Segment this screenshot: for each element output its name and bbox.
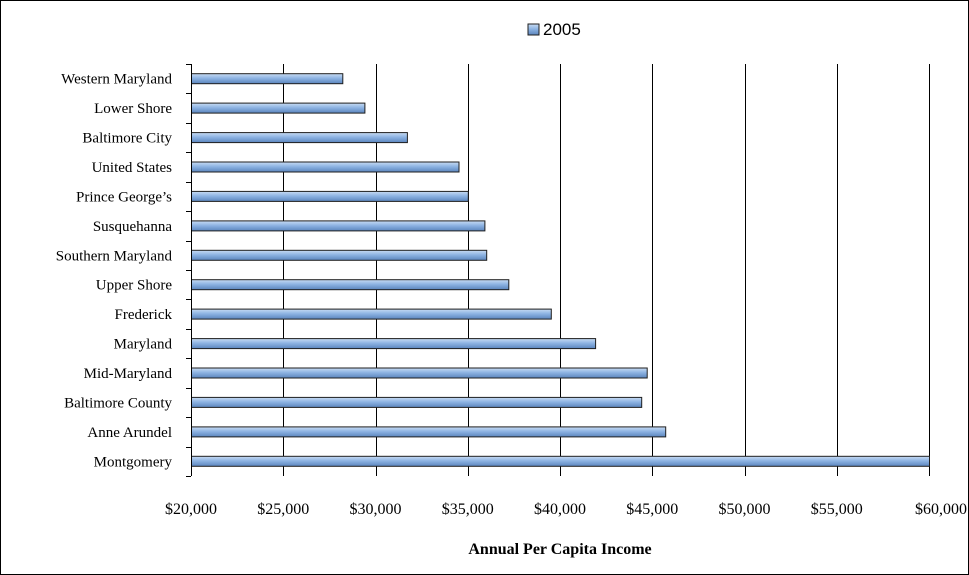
category-label: Prince George’s [76, 189, 172, 205]
category-label: Frederick [115, 307, 173, 323]
bar [191, 367, 648, 379]
x-tick-label: $50,000 [719, 501, 771, 518]
category-label: Baltimore City [82, 131, 172, 147]
category-label: Mid-Maryland [84, 366, 173, 382]
bar [191, 190, 469, 202]
x-tick-labels: $20,000 $25,000 $30,000 $35,000 $40,000 $45,0… [165, 501, 967, 518]
x-tick-label: $20,000 [165, 501, 217, 518]
axes [186, 64, 192, 477]
bar [191, 132, 408, 144]
bar [191, 220, 486, 232]
bar [191, 279, 510, 291]
x-tick-label: $25,000 [257, 501, 309, 518]
x-tick-label: $30,000 [350, 501, 402, 518]
x-tick-label: $60,000 [915, 501, 967, 518]
category-label: Western Maryland [61, 72, 172, 88]
bar [191, 161, 460, 173]
category-label: Anne Arundel [87, 425, 172, 441]
x-tick-label: $35,000 [442, 501, 494, 518]
legend-swatch [527, 23, 540, 36]
category-label: United States [92, 160, 173, 176]
category-label: Upper Shore [96, 278, 173, 294]
category-label: Maryland [114, 337, 173, 353]
legend-label-2005: 2005 [543, 20, 581, 39]
legend: 2005 [527, 20, 581, 39]
bar [191, 102, 366, 114]
category-labels: Western Maryland Lower Shore Baltimore Cit… [56, 72, 173, 471]
category-label: Southern Maryland [56, 248, 173, 264]
x-tick-label: $55,000 [811, 501, 863, 518]
bar [191, 396, 643, 408]
bar [191, 73, 344, 85]
category-label: Susquehanna [93, 219, 172, 235]
bar [191, 426, 667, 438]
bar [191, 308, 552, 320]
bar [191, 455, 930, 467]
x-tick-label: $40,000 [534, 501, 586, 518]
category-label: Baltimore County [64, 395, 172, 411]
category-label: Montgomery [94, 454, 173, 470]
category-label: Lower Shore [94, 101, 172, 117]
bar [191, 249, 488, 261]
bar [191, 338, 597, 350]
x-tick-label: $45,000 [626, 501, 678, 518]
x-axis-title: Annual Per Capita Income [468, 541, 651, 558]
